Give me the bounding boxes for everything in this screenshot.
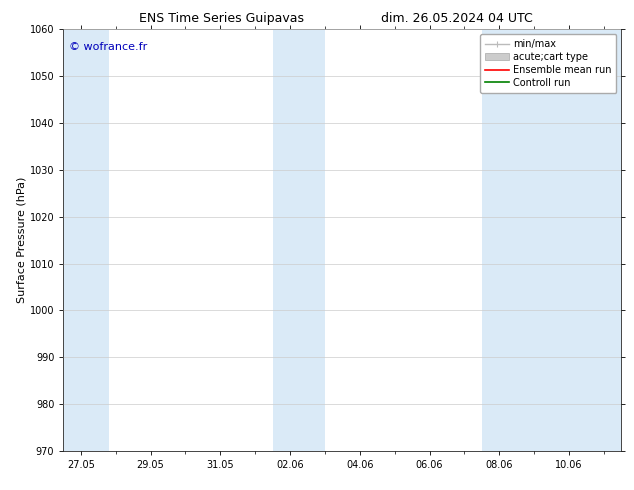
Y-axis label: Surface Pressure (hPa): Surface Pressure (hPa) xyxy=(17,177,27,303)
Bar xyxy=(63,29,109,451)
Bar xyxy=(273,29,325,451)
Text: dim. 26.05.2024 04 UTC: dim. 26.05.2024 04 UTC xyxy=(380,12,533,25)
Text: ENS Time Series Guipavas: ENS Time Series Guipavas xyxy=(139,12,304,25)
Legend: min/max, acute;cart type, Ensemble mean run, Controll run: min/max, acute;cart type, Ensemble mean … xyxy=(480,34,616,93)
Text: © wofrance.fr: © wofrance.fr xyxy=(69,42,147,52)
Bar xyxy=(482,29,621,451)
